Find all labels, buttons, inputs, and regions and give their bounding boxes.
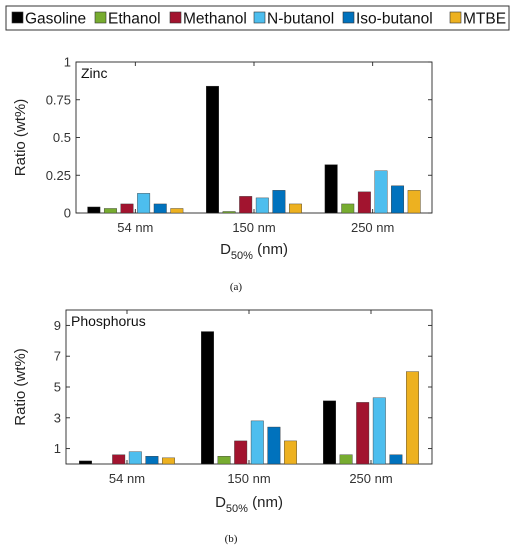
y-tick-label: 1 xyxy=(54,441,61,456)
bar-mtbe-250-nm xyxy=(406,371,419,465)
y-tick-label: 5 xyxy=(54,380,61,395)
bar-mtbe-150-nm xyxy=(284,440,297,465)
panel-caption: (a) xyxy=(230,281,243,293)
bar-iso-butanol-250-nm xyxy=(391,185,405,214)
bar-methanol-250-nm xyxy=(357,191,371,214)
panel-title: Zinc xyxy=(81,65,107,81)
y-tick-label: 7 xyxy=(54,349,61,364)
bar-iso-butanol-150-nm xyxy=(267,426,281,465)
bar-n-butanol-150-nm xyxy=(255,197,269,214)
legend-label-iso-butanol: Iso-butanol xyxy=(356,11,433,28)
x-tick-label: 250 nm xyxy=(351,220,394,235)
panel-caption: (b) xyxy=(225,533,238,545)
legend: Gasoline Ethanol Methanol N-butanol Iso-buta… xyxy=(5,5,510,31)
legend-swatch-methanol xyxy=(169,11,182,24)
x-tick-label: 54 nm xyxy=(117,220,153,235)
bar-gasoline-150-nm xyxy=(206,85,219,214)
plot-area xyxy=(65,309,433,465)
legend-label-n-butanol: N-butanol xyxy=(267,11,334,28)
bar-iso-butanol-250-nm xyxy=(389,454,403,465)
bar-methanol-54-nm xyxy=(120,203,134,214)
bar-methanol-150-nm xyxy=(239,196,253,214)
bar-methanol-150-nm xyxy=(234,440,248,465)
y-tick-label: 0.5 xyxy=(53,130,71,145)
panel-title: Phosphorus xyxy=(71,313,146,329)
y-tick-label: 0 xyxy=(64,206,71,221)
zinc-chart: 0 0.25 0.5 0.75 1 54 nm 150 nm 250 nm Zinc Ratio … xyxy=(12,55,433,293)
y-tick-label: 1 xyxy=(64,55,71,70)
bar-gasoline-250-nm xyxy=(324,164,338,214)
x-axis-label: D50% (nm) xyxy=(215,494,283,515)
bar-gasoline-150-nm xyxy=(201,331,214,465)
legend-label-gasoline: Gasoline xyxy=(25,11,86,28)
legend-label-methanol: Methanol xyxy=(183,11,247,28)
bar-ethanol-150-nm xyxy=(217,456,231,465)
bar-iso-butanol-54-nm xyxy=(145,456,159,465)
bar-methanol-54-nm xyxy=(112,454,126,465)
legend-swatch-gasoline xyxy=(11,11,24,24)
bar-mtbe-54-nm xyxy=(162,457,175,465)
bar-gasoline-54-nm xyxy=(79,460,92,465)
y-tick-label: 3 xyxy=(54,410,61,425)
legend-label-mtbe: MTBE xyxy=(463,11,506,28)
legend-swatch-n-butanol xyxy=(253,11,266,24)
x-tick-label: 150 nm xyxy=(227,471,270,486)
bar-gasoline-54-nm xyxy=(87,206,101,214)
legend-label-ethanol: Ethanol xyxy=(108,11,161,28)
bar-ethanol-54-nm xyxy=(103,208,117,214)
bar-mtbe-54-nm xyxy=(170,208,184,214)
y-axis-label: Ratio (wt%) xyxy=(12,99,29,177)
bar-n-butanol-250-nm xyxy=(372,397,386,465)
bar-ethanol-150-nm xyxy=(222,211,236,214)
y-tick-label: 0.25 xyxy=(46,168,71,183)
y-tick-label: 9 xyxy=(54,318,61,333)
x-tick-label: 250 nm xyxy=(349,471,392,486)
bar-ethanol-250-nm xyxy=(339,454,353,465)
bar-n-butanol-54-nm xyxy=(128,451,142,465)
bar-n-butanol-54-nm xyxy=(137,193,151,214)
x-tick-label: 150 nm xyxy=(232,220,275,235)
phosphorus-chart: 1 3 5 7 9 54 nm 150 nm 250 nm Phosphorus Ratio (w… xyxy=(12,309,433,545)
bar-ethanol-250-nm xyxy=(341,203,355,214)
y-axis-label: Ratio (wt%) xyxy=(12,348,29,426)
y-tick-label: 0.75 xyxy=(46,92,71,107)
bar-mtbe-250-nm xyxy=(407,190,421,214)
bar-gasoline-250-nm xyxy=(323,400,336,465)
x-axis-label: D50% (nm) xyxy=(220,241,288,262)
bar-iso-butanol-54-nm xyxy=(153,203,167,214)
bar-mtbe-150-nm xyxy=(289,203,302,214)
legend-swatch-ethanol xyxy=(94,11,107,24)
bar-n-butanol-150-nm xyxy=(250,420,264,465)
bar-iso-butanol-150-nm xyxy=(272,190,286,214)
legend-swatch-mtbe xyxy=(449,11,462,24)
x-tick-label: 54 nm xyxy=(109,471,145,486)
legend-swatch-iso-butanol xyxy=(342,11,355,24)
bar-n-butanol-250-nm xyxy=(374,170,388,214)
bar-methanol-250-nm xyxy=(356,402,370,465)
plot-area xyxy=(75,61,433,214)
